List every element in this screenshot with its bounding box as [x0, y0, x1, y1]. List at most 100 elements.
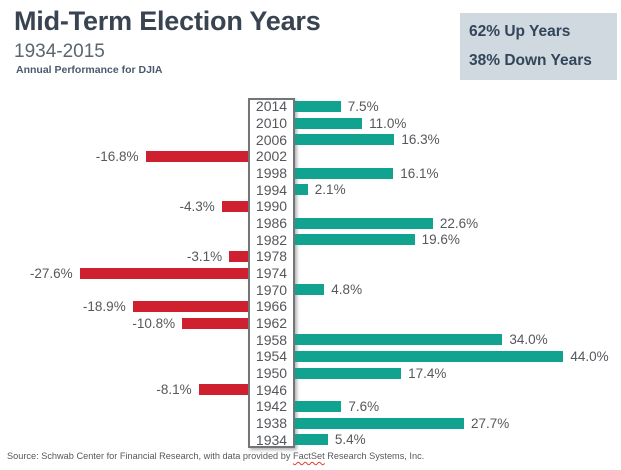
year-cell: 1942 [248, 398, 295, 414]
bar-negative [198, 384, 248, 396]
year-cell: 1974 [248, 265, 295, 281]
negative-zone: -18.9% [0, 299, 248, 314]
bar-negative [229, 250, 248, 262]
diverging-bar-chart: 2014 7.5% 2010 11.0% 2006 16.3% -16.8% 2002 1998… [0, 98, 621, 448]
chart-row: -16.8% 2002 [0, 148, 621, 165]
value-label: -10.8% [132, 315, 176, 331]
bar-positive [295, 350, 564, 362]
positive-zone: 7.6% [295, 399, 621, 414]
year-cell: 1990 [248, 198, 295, 214]
negative-zone: -4.3% [0, 199, 248, 214]
year-label: 1934 [255, 431, 288, 448]
year-label: 1950 [255, 365, 288, 382]
bar-positive [295, 434, 328, 446]
year-label: 1982 [255, 231, 288, 248]
value-label: 7.5% [347, 98, 379, 114]
year-cell: 1962 [248, 315, 295, 331]
positive-zone: 34.0% [295, 332, 621, 347]
value-label: -8.1% [156, 382, 192, 398]
bar-negative [79, 267, 248, 279]
value-label: 44.0% [570, 348, 609, 364]
year-label: 1954 [255, 348, 288, 365]
year-cell: 1982 [248, 232, 295, 248]
chart-row: -27.6% 1974 [0, 265, 621, 282]
chart-row: -10.8% 1962 [0, 315, 621, 332]
bar-positive [295, 134, 395, 146]
year-label: 2002 [255, 148, 288, 165]
source-text-suffix: Research Systems, Inc. [324, 451, 425, 461]
year-label: 1962 [255, 315, 288, 332]
positive-zone: 5.4% [295, 432, 621, 447]
bar-positive [295, 100, 341, 112]
year-cell: 1966 [248, 298, 295, 314]
bar-negative [132, 300, 248, 312]
chart-rows: 2014 7.5% 2010 11.0% 2006 16.3% -16.8% 2002 1998… [0, 98, 621, 448]
year-label: 1938 [255, 415, 288, 432]
year-cell: 1950 [248, 365, 295, 381]
page-title: Mid-Term Election Years [14, 6, 321, 36]
positive-zone: 22.6% [295, 216, 621, 231]
year-label: 1978 [255, 248, 288, 265]
year-label: 1942 [255, 398, 288, 415]
chart-row: 1998 16.1% [0, 165, 621, 182]
up-years-stat: 62% Up Years [469, 23, 571, 41]
positive-zone: 4.8% [295, 282, 621, 297]
value-label: -16.8% [95, 148, 139, 164]
value-label: 7.6% [348, 398, 380, 414]
year-cell: 1938 [248, 415, 295, 431]
chart-row: 2006 16.3% [0, 131, 621, 148]
year-label: 1994 [255, 181, 288, 198]
year-label: 1966 [255, 298, 288, 315]
negative-zone: -3.1% [0, 249, 248, 264]
value-label: 19.6% [421, 232, 460, 248]
year-cell: 1958 [248, 332, 295, 348]
chart-row: 1954 44.0% [0, 348, 621, 365]
source-note: Source: Schwab Center for Financial Rese… [7, 451, 424, 461]
chart-row: 1958 34.0% [0, 331, 621, 348]
year-label: 1986 [255, 215, 288, 232]
year-cell: 1946 [248, 382, 295, 398]
value-label: -4.3% [179, 198, 215, 214]
chart-row: -4.3% 1990 [0, 198, 621, 215]
positive-zone: 19.6% [295, 232, 621, 247]
year-cell: 1998 [248, 165, 295, 181]
bar-positive [295, 167, 394, 179]
chart-row: 1986 22.6% [0, 215, 621, 232]
chart-row: 2010 11.0% [0, 115, 621, 132]
chart-caption: Annual Performance for DJIA [16, 64, 163, 76]
chart-row: 1982 19.6% [0, 231, 621, 248]
negative-zone: -10.8% [0, 316, 248, 331]
bar-negative [182, 317, 248, 329]
factset-text: FactSet [292, 451, 325, 461]
year-label: 1946 [255, 381, 288, 398]
year-cell: 2002 [248, 148, 295, 164]
year-cell: 2010 [248, 115, 295, 131]
value-label: 11.0% [369, 115, 407, 131]
year-label: 2014 [255, 98, 288, 115]
year-label: 1990 [255, 198, 288, 215]
value-label: -3.1% [186, 248, 223, 264]
negative-zone: -8.1% [0, 382, 248, 397]
year-label: 1970 [255, 281, 288, 298]
value-label: 17.4% [408, 365, 447, 381]
year-label: 2006 [255, 131, 288, 148]
year-label: 2010 [255, 115, 288, 131]
chart-row: 1970 4.8% [0, 281, 621, 298]
chart-row: -18.9% 1966 [0, 298, 621, 315]
year-label: 1998 [255, 165, 288, 182]
year-axis-box [248, 98, 295, 448]
value-label: 2.1% [314, 182, 346, 198]
value-label: -27.6% [29, 265, 73, 281]
chart-row: 1938 27.7% [0, 415, 621, 432]
date-range-subtitle: 1934-2015 [14, 41, 105, 62]
bar-positive [295, 400, 342, 412]
positive-zone: 11.0% [295, 116, 621, 131]
stats-box: 62% Up Years 38% Down Years [460, 13, 617, 80]
value-label: 5.4% [334, 432, 366, 448]
year-cell: 1970 [248, 282, 295, 298]
negative-zone: -16.8% [0, 149, 248, 164]
chart-row: 1950 17.4% [0, 365, 621, 382]
year-cell: 1954 [248, 348, 295, 364]
chart-row: 1942 7.6% [0, 398, 621, 415]
bar-positive [295, 284, 325, 296]
